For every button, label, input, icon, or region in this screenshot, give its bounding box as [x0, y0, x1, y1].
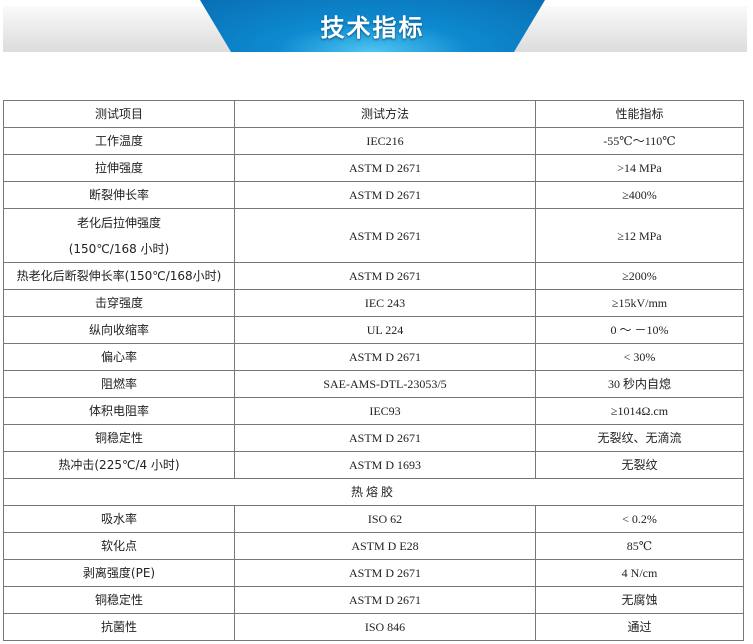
test-method-cell: ISO 62 [234, 505, 536, 533]
test-method-cell: ASTM D E28 [234, 532, 536, 560]
test-method-cell: IEC216 [234, 127, 536, 155]
table-row: 热老化后断裂伸长率(150℃/168小时) ASTM D 2671 ≥200% [3, 262, 744, 290]
performance-value-cell: ≥400% [535, 181, 744, 209]
performance-value-cell: 无裂纹、无滴流 [535, 424, 744, 452]
test-item-cell: 铜稳定性 [3, 586, 235, 614]
table-row: 铜稳定性 ASTM D 2671 无腐蚀 [3, 586, 744, 614]
table-row: 铜稳定性 ASTM D 2671 无裂纹、无滴流 [3, 424, 744, 452]
test-item-cell: 断裂伸长率 [3, 181, 235, 209]
test-item-cell: 热冲击(225℃/4 小时) [3, 451, 235, 479]
test-item-cell: 老化后拉伸强度 (150℃/168 小时) [3, 208, 235, 263]
performance-value-cell: >14 MPa [535, 154, 744, 182]
test-item-cell: 纵向收缩率 [3, 316, 235, 344]
table-row: 热冲击(225℃/4 小时) ASTM D 1693 无裂纹 [3, 451, 744, 479]
spec-table: 测试项目 测试方法 性能指标 工作温度 IEC216 -55℃～110℃ 拉伸强度 ASTM … [3, 100, 744, 641]
test-item-cell: 测试项目 [3, 100, 235, 128]
table-row: 纵向收缩率 UL 224 0 ～ －10% [3, 316, 744, 344]
test-method-cell: ASTM D 1693 [234, 451, 536, 479]
table-row: 拉伸强度 ASTM D 2671 >14 MPa [3, 154, 744, 182]
section-row: 热熔胶 [3, 478, 744, 506]
test-item-cell: 热老化后断裂伸长率(150℃/168小时) [3, 262, 235, 290]
table-row: 剥离强度(PE) ASTM D 2671 4 N/cm [3, 559, 744, 587]
test-method-cell: ASTM D 2671 [234, 181, 536, 209]
table-row: 抗菌性 ISO 846 通过 [3, 613, 744, 641]
test-item-cell: 阻燃率 [3, 370, 235, 398]
test-method-cell: IEC93 [234, 397, 536, 425]
title-ribbon [200, 0, 545, 52]
table-row: 阻燃率 SAE-AMS-DTL-23053/5 30 秒内自熄 [3, 370, 744, 398]
performance-value-cell: 0 ～ －10% [535, 316, 744, 344]
performance-value-cell: ≥200% [535, 262, 744, 290]
performance-value-cell: 30 秒内自熄 [535, 370, 744, 398]
test-item-cell: 击穿强度 [3, 289, 235, 317]
test-method-cell: ASTM D 2671 [234, 208, 536, 263]
test-method-cell: UL 224 [234, 316, 536, 344]
test-method-cell: ISO 846 [234, 613, 536, 641]
performance-value-cell: 85℃ [535, 532, 744, 560]
test-item-cell: 剥离强度(PE) [3, 559, 235, 587]
test-item-cell: 吸水率 [3, 505, 235, 533]
test-method-cell: IEC 243 [234, 289, 536, 317]
section-heading: 热熔胶 [3, 478, 744, 506]
table-row: 偏心率 ASTM D 2671 < 30% [3, 343, 744, 371]
table-row: 吸水率 ISO 62 < 0.2% [3, 505, 744, 533]
performance-value-cell: 通过 [535, 613, 744, 641]
test-item-cell: 工作温度 [3, 127, 235, 155]
test-method-cell: ASTM D 2671 [234, 343, 536, 371]
test-method-cell: SAE-AMS-DTL-23053/5 [234, 370, 536, 398]
test-method-cell: 测试方法 [234, 100, 536, 128]
performance-value-cell: < 30% [535, 343, 744, 371]
test-item-cell: 抗菌性 [3, 613, 235, 641]
test-item-cell: 体积电阻率 [3, 397, 235, 425]
performance-value-cell: 无腐蚀 [535, 586, 744, 614]
table-row: 断裂伸长率 ASTM D 2671 ≥400% [3, 181, 744, 209]
table-row: 击穿强度 IEC 243 ≥15kV/mm [3, 289, 744, 317]
table-row: 工作温度 IEC216 -55℃～110℃ [3, 127, 744, 155]
performance-value-cell: ≥15kV/mm [535, 289, 744, 317]
performance-value-cell: ≥12 MPa [535, 208, 744, 263]
page-title: 技术指标 [320, 14, 425, 42]
table-row: 老化后拉伸强度 (150℃/168 小时) ASTM D 2671 ≥12 MPa [3, 208, 744, 263]
test-method-cell: ASTM D 2671 [234, 262, 536, 290]
table-row: 体积电阻率 IEC93 ≥1014Ω.cm [3, 397, 744, 425]
test-method-cell: ASTM D 2671 [234, 424, 536, 452]
table-header-row: 测试项目 测试方法 性能指标 [3, 100, 744, 128]
test-method-cell: ASTM D 2671 [234, 559, 536, 587]
test-item-cell: 铜稳定性 [3, 424, 235, 452]
test-item-cell: 软化点 [3, 532, 235, 560]
test-item-cell: 拉伸强度 [3, 154, 235, 182]
performance-value-cell: < 0.2% [535, 505, 744, 533]
performance-value-cell: 性能指标 [535, 100, 744, 128]
test-item-cell: 偏心率 [3, 343, 235, 371]
performance-value-cell: 4 N/cm [535, 559, 744, 587]
performance-value-cell: 无裂纹 [535, 451, 744, 479]
test-method-cell: ASTM D 2671 [234, 586, 536, 614]
test-method-cell: ASTM D 2671 [234, 154, 536, 182]
performance-value-cell: -55℃～110℃ [535, 127, 744, 155]
table-row: 软化点 ASTM D E28 85℃ [3, 532, 744, 560]
performance-value-cell: ≥1014Ω.cm [535, 397, 744, 425]
